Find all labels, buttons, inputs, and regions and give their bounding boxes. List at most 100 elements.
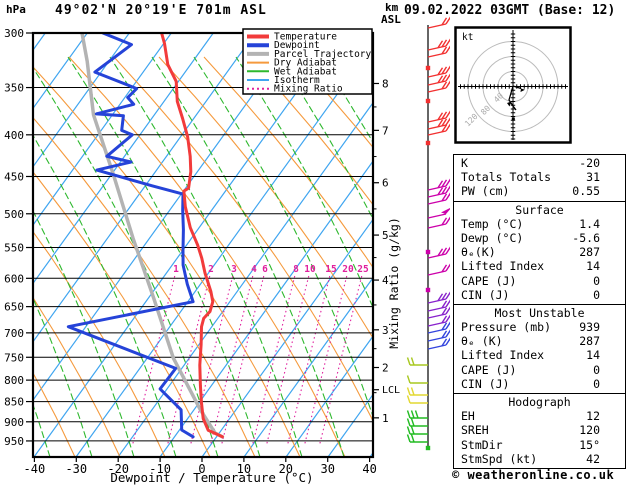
table-row: CAPE (J) 0 <box>454 274 625 288</box>
table-row-value: -20 <box>579 156 600 170</box>
km-tick-label: 4 <box>382 274 389 287</box>
table-section-surface: Surface Temp (°C) 1.4 Dewp (°C) -5.6 θₑ(K) 287… <box>453 200 626 305</box>
dewpoint-curve <box>66 33 195 439</box>
table-row-label: θₑ (K) <box>461 334 503 349</box>
table-row: K -20 <box>454 156 625 170</box>
km-tick-label: 1 <box>382 412 389 425</box>
table-row-label: Temp (°C) <box>461 216 524 231</box>
table-section-hodograph: Hodograph EH 12 SREH 120 StmDir 15° StmSpd (kt)… <box>453 393 626 469</box>
mixing-ratio-value: 20 <box>342 264 354 275</box>
table-row-value: 287 <box>579 334 600 349</box>
table-row: EH 12 <box>454 409 625 423</box>
temp-tick-label: -20 <box>107 462 129 476</box>
altitude-unit-label2: ASL <box>381 13 401 26</box>
table-section-title: Surface <box>515 202 564 217</box>
table-row-value: 42 <box>586 451 600 466</box>
table-row-label: K <box>461 156 468 170</box>
mixing-ratio-value: 25 <box>357 264 369 275</box>
pressure-tick-label: 950 <box>4 435 24 448</box>
table-section-most-unstable: Most Unstable Pressure (mb) 939 θₑ (K) 287 Li… <box>453 303 626 394</box>
table-row-value: 15° <box>579 437 600 452</box>
table-row-value: 0 <box>593 287 600 302</box>
mixing-ratio-axis-label: Mixing Ratio (g/kg) <box>387 217 401 349</box>
table-row: StmDir 15° <box>454 438 625 452</box>
table-row-value: 939 <box>579 320 600 335</box>
mixing-ratio-value: 10 <box>304 264 316 275</box>
table-row-label: CIN (J) <box>461 287 510 302</box>
legend-label: Mixing Ratio <box>274 84 343 95</box>
x-axis-label: Dewpoint / Temperature (°C) <box>110 470 313 485</box>
table-row: Dewp (°C) -5.6 <box>454 231 625 245</box>
km-tick-label: 3 <box>382 324 389 337</box>
legend-label: Parcel Trajectory <box>274 49 372 60</box>
mixing-ratio-value: 8 <box>293 264 299 275</box>
table-row-label: Totals Totals <box>461 170 552 185</box>
copyright-text: © weatheronline.co.uk <box>452 468 615 482</box>
table-row-value: 0.55 <box>572 184 600 199</box>
table-row: PW (cm) 0.55 <box>454 184 625 198</box>
skewt-plot: 1 2 3 4 6 8 10 15 20 2530035040045050055060065070… <box>4 16 450 485</box>
table-row-label: CIN (J) <box>461 376 510 391</box>
temp-tick-label: 10 <box>237 462 251 476</box>
table-row: CIN (J) 0 <box>454 288 625 302</box>
wind-barb-column <box>406 16 450 451</box>
mixing-ratio-value: 1 <box>173 264 179 275</box>
km-tick-label: 8 <box>382 77 389 90</box>
legend-label: Dewpoint <box>274 40 320 51</box>
table-row: CAPE (J) 0 <box>454 363 625 377</box>
table-row-value: 0 <box>593 273 600 288</box>
temp-tick-label: -40 <box>24 462 46 476</box>
hodograph-panel: kt 40 80 120 <box>454 26 572 144</box>
pressure-unit-label: hPa <box>6 3 26 16</box>
parcel-trajectory-curve <box>80 33 225 439</box>
temp-tick-label: 30 <box>320 462 334 476</box>
altitude-unit-label: km <box>385 1 399 14</box>
table-row-label: Lifted Index <box>461 259 545 274</box>
legend-label: Dry Adiabat <box>274 58 337 69</box>
table-row-label: SREH <box>461 423 489 438</box>
table-row-value: 14 <box>586 259 600 274</box>
table-row-label: StmSpd (kt) <box>461 451 538 466</box>
table-section-title: Hodograph <box>508 395 571 409</box>
temp-tick-label: 0 <box>198 462 205 476</box>
temp-tick-label: -30 <box>65 462 87 476</box>
table-row-label: PW (cm) <box>461 184 510 199</box>
table-row: SREH 120 <box>454 423 625 437</box>
mixing-ratio-value: 4 <box>251 264 257 275</box>
background-lines <box>33 33 373 457</box>
mixing-ratio-value: 6 <box>262 264 268 275</box>
table-row: θₑ(K) 287 <box>454 245 625 259</box>
pressure-tick-label: 350 <box>4 82 24 95</box>
table-row-value: 12 <box>586 409 600 424</box>
mixing-ratio-value: 15 <box>325 264 337 275</box>
datetime-title: 09.02.2022 03GMT (Base: 12) <box>404 3 616 18</box>
temperature-curve <box>160 33 224 439</box>
plot-border <box>31 31 375 459</box>
indices-table: K -20 Totals Totals 31 PW (cm) 0.55 Surface Tem… <box>453 154 626 469</box>
table-section-title: Most Unstable <box>494 305 585 320</box>
temp-tick-label: -10 <box>149 462 171 476</box>
table-row: Temp (°C) 1.4 <box>454 217 625 231</box>
pressure-tick-label: 450 <box>4 170 24 183</box>
lcl-label: LCL <box>382 385 400 396</box>
table-row-label: Lifted Index <box>461 348 545 363</box>
table-row-value: 120 <box>579 423 600 438</box>
table-row-label: Pressure (mb) <box>461 320 552 335</box>
table-row-label: CAPE (J) <box>461 273 517 288</box>
km-tick-label: 2 <box>382 362 389 375</box>
pressure-tick-label: 500 <box>4 208 24 221</box>
table-row: CIN (J) 0 <box>454 377 625 391</box>
table-row-value: -5.6 <box>572 230 600 245</box>
km-tick-label: 7 <box>382 124 389 137</box>
km-tick-label: 6 <box>382 177 389 190</box>
mixing-ratio-value: 3 <box>231 264 237 275</box>
legend-label: Temperature <box>274 32 337 43</box>
pressure-tick-label: 800 <box>4 374 24 387</box>
pressure-tick-label: 550 <box>4 242 24 255</box>
temp-tick-label: 40 <box>362 462 376 476</box>
legend-label: Wet Adiabat <box>274 66 337 77</box>
station-title: 49°02'N 20°19'E 701m ASL <box>55 3 267 18</box>
pressure-tick-label: 750 <box>4 351 24 364</box>
